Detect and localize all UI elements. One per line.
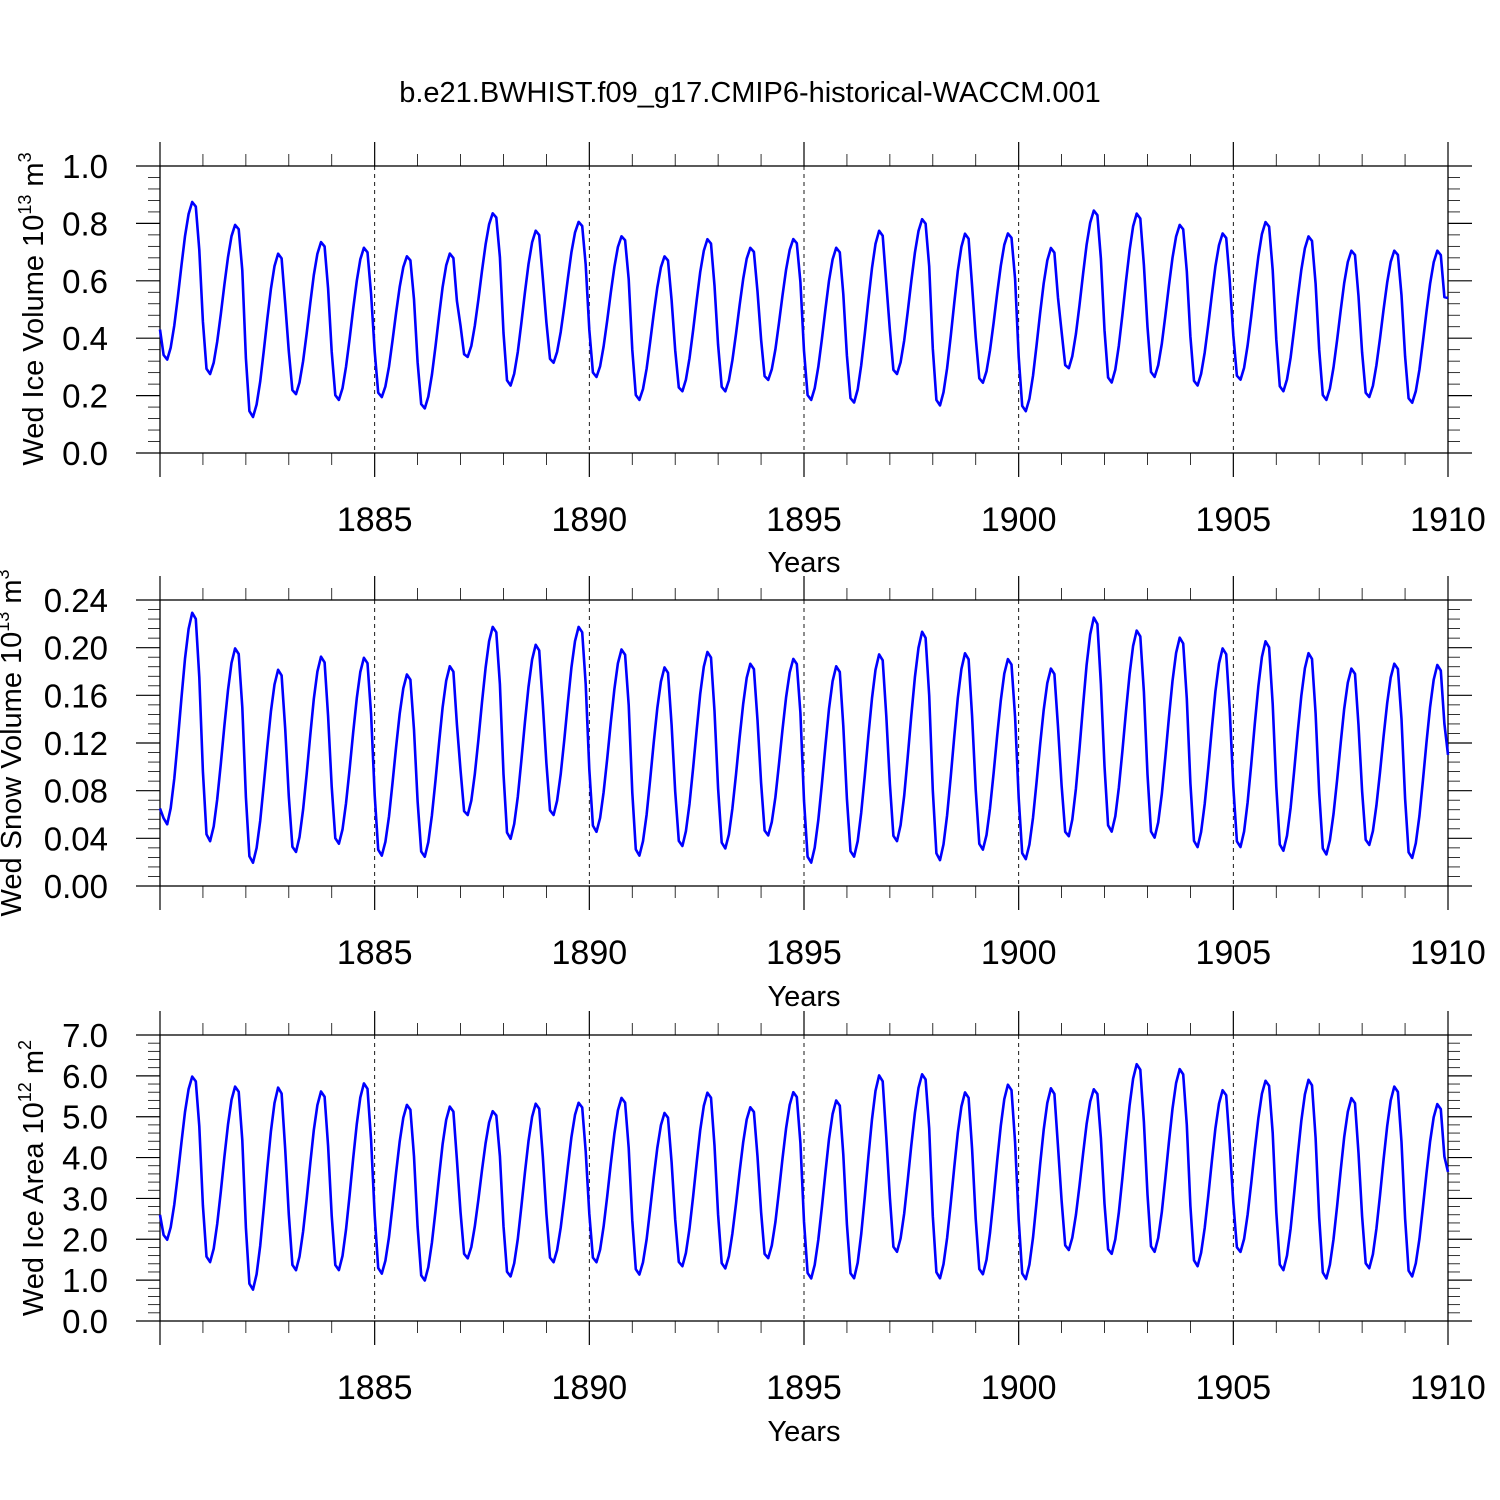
y-tick-label: 0.16 [44,677,108,714]
x-tick-label: 1885 [337,501,413,539]
y-tick-label: 1.0 [62,1262,108,1299]
y-tick-label: 0.04 [44,820,108,857]
y-tick-labels: 0.0 0.2 0.4 0.6 0.8 1.0 [62,148,108,472]
x-tick-label: 1910 [1410,501,1486,539]
y-tick-label: 0.24 [44,582,108,619]
x-tick-label: 1905 [1196,1369,1272,1407]
y-tick-label: 0.12 [44,725,108,762]
x-tick-label: 1885 [337,1369,413,1407]
y-tick-label: 0.8 [62,205,108,242]
y-tick-label: 0.20 [44,630,108,667]
panel-snow-volume: 0.00 0.04 0.08 0.12 0.16 0.20 0.24 1885 1890 189… [0,569,1486,1013]
series-line-ice-volume [158,200,1449,419]
series-line-ice-area [158,1062,1450,1291]
y-tick-label: 0.6 [62,263,108,300]
y-tick-label: 6.0 [62,1058,108,1095]
x-tick-label: 1900 [981,501,1057,539]
chart-title: b.e21.BWHIST.f09_g17.CMIP6-historical-WA… [399,77,1101,109]
series-line-snow-volume [158,611,1450,864]
y-axis-label: Wed Ice Volume 1013 m3 [15,152,50,465]
y-tick-label: 7.0 [62,1017,108,1054]
y-axis-label: Wed Ice Area 1012 m2 [15,1040,50,1316]
y-tick-label: 0.08 [44,773,108,810]
x-tick-label: 1900 [981,1369,1057,1407]
x-tick-label: 1905 [1196,934,1272,972]
x-tick-label: 1900 [981,934,1057,972]
y-tick-label: 2.0 [62,1221,108,1258]
y-tick-labels: 0.00 0.04 0.08 0.12 0.16 0.20 0.24 [44,582,108,905]
x-tick-label: 1890 [552,501,628,539]
x-tick-label: 1910 [1410,1369,1486,1407]
y-tick-label: 0.2 [62,378,108,415]
x-tick-label: 1890 [552,934,628,972]
x-tick-label: 1885 [337,934,413,972]
x-tick-label: 1895 [766,501,842,539]
axis-ticks [136,576,1472,910]
x-tick-labels: 1885 1890 1895 1900 1905 1910 [337,934,1486,972]
x-axis-label: Years [767,547,840,579]
y-tick-label: 0.0 [62,435,108,472]
y-tick-label: 0.0 [62,1303,108,1340]
y-tick-label: 5.0 [62,1099,108,1136]
y-tick-labels: 0.0 1.0 2.0 3.04.0 5.0 6.0 7.0 [62,1017,108,1340]
x-axis-label: Years [767,981,840,1013]
x-tick-label: 1910 [1410,934,1486,972]
x-tick-labels: 1885 1890 1895 1900 1905 1910 [337,501,1486,539]
y-tick-label: 3.0 [62,1180,108,1217]
x-axis-label: Years [767,1416,840,1448]
x-tick-label: 1895 [766,934,842,972]
x-tick-labels: 1885 1890 1895 1900 1905 1910 [337,1369,1486,1407]
axis-ticks [136,1011,1472,1345]
x-tick-label: 1890 [552,1369,628,1407]
x-tick-label: 1895 [766,1369,842,1407]
panel-ice-volume: 0.00.20.40.60.81.0 1885 1890 1895 1900 1905 1… [15,142,1486,579]
y-axis-label: Wed Snow Volume 1013 m3 [0,569,28,916]
y-tick-label: 0.4 [62,320,108,357]
y-tick-label: 4.0 [62,1140,108,1177]
axis-ticks [136,142,1472,477]
y-tick-label: 0.00 [44,868,108,905]
y-tick-label: 1.0 [62,148,108,185]
x-tick-label: 1905 [1196,501,1272,539]
panel-ice-area: 0.0 1.0 2.0 3.04.0 5.0 6.0 7.0 1885 1890 1895 190… [15,1011,1486,1448]
reference-lines [374,1035,1234,1321]
